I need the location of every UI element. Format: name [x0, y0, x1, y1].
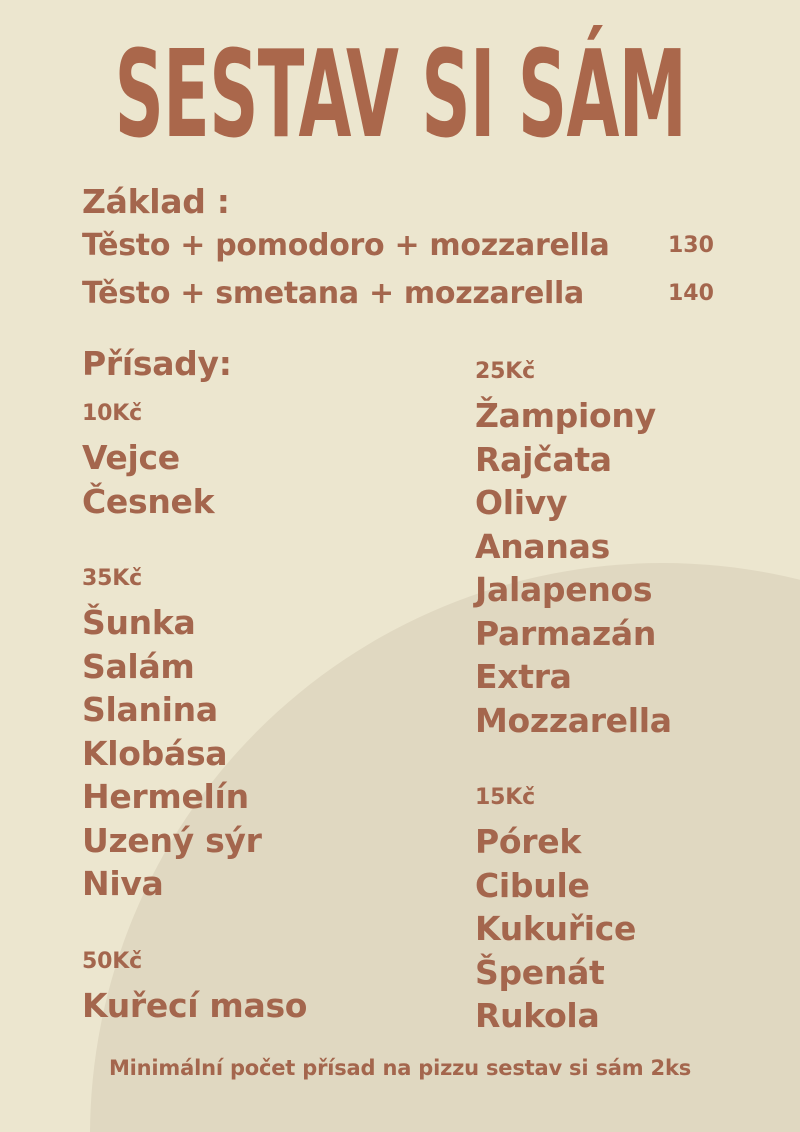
topping-item: Kuřecí maso	[82, 985, 308, 1025]
base-section-heading: Základ :	[82, 182, 230, 221]
price-group: 35Kč Šunka Salám Slanina Klobása Hermelín Uzen…	[82, 565, 442, 906]
topping-item: Česnek	[82, 481, 215, 521]
base-item-price: 140	[668, 281, 714, 306]
topping-item: Uzený sýr	[82, 820, 262, 860]
topping-item: Klobása	[82, 733, 228, 773]
topping-item: Salám	[82, 646, 195, 686]
base-item-price: 130	[668, 233, 714, 258]
price-label: 35Kč	[82, 566, 142, 591]
topping-item: Špenát	[475, 952, 605, 992]
price-label: 10Kč	[82, 401, 142, 426]
topping-item: Kukuřice	[475, 909, 637, 948]
toppings-left-column: 10Kč Vejce Česnek 35Kč Šunka Salám Slanina Klob…	[82, 400, 442, 1069]
topping-item: Jalapenos	[475, 570, 653, 609]
price-group: 25Kč Žampiony Rajčata Olivy Ananas Jalapenos P…	[475, 358, 800, 742]
price-group: 50Kč Kuřecí maso	[82, 948, 442, 1028]
toppings-heading: Přísady:	[82, 344, 232, 383]
base-item-name: Těsto + pomodoro + mozzarella	[82, 228, 610, 263]
topping-item: Parmazán	[475, 613, 657, 653]
topping-item: Rajčata	[475, 439, 612, 479]
topping-item: Ananas	[475, 526, 610, 566]
price-label: 15Kč	[475, 785, 535, 810]
price-group: 15Kč Pórek Cibule Kukuřice Špenát Rukola	[475, 784, 800, 1038]
topping-item: Pórek	[475, 822, 581, 861]
topping-item: Olivy	[475, 483, 568, 522]
title-wrap: SESTAV SI SÁM	[0, 36, 800, 156]
topping-item: Extra	[475, 657, 572, 696]
price-label: 25Kč	[475, 359, 535, 384]
topping-item: Hermelín	[82, 777, 249, 816]
footer-note: Minimální počet přísad na pizzu sestav s…	[108, 1056, 692, 1080]
page-title: SESTAV SI SÁM	[114, 26, 686, 165]
topping-item: Šunka	[82, 603, 196, 642]
topping-item: Žampiony	[475, 396, 656, 435]
topping-item: Rukola	[475, 996, 600, 1035]
topping-item: Cibule	[475, 865, 590, 905]
topping-item: Slanina	[82, 690, 218, 729]
price-label: 50Kč	[82, 948, 142, 974]
toppings-right-column: 25Kč Žampiony Rajčata Olivy Ananas Jalapenos P…	[475, 358, 800, 1080]
price-group: 10Kč Vejce Česnek	[82, 400, 442, 523]
topping-item: Mozzarella	[475, 700, 672, 740]
topping-item: Vejce	[82, 438, 180, 477]
base-item-name: Těsto + smetana + mozzarella	[82, 276, 584, 311]
topping-item: Niva	[82, 864, 164, 903]
